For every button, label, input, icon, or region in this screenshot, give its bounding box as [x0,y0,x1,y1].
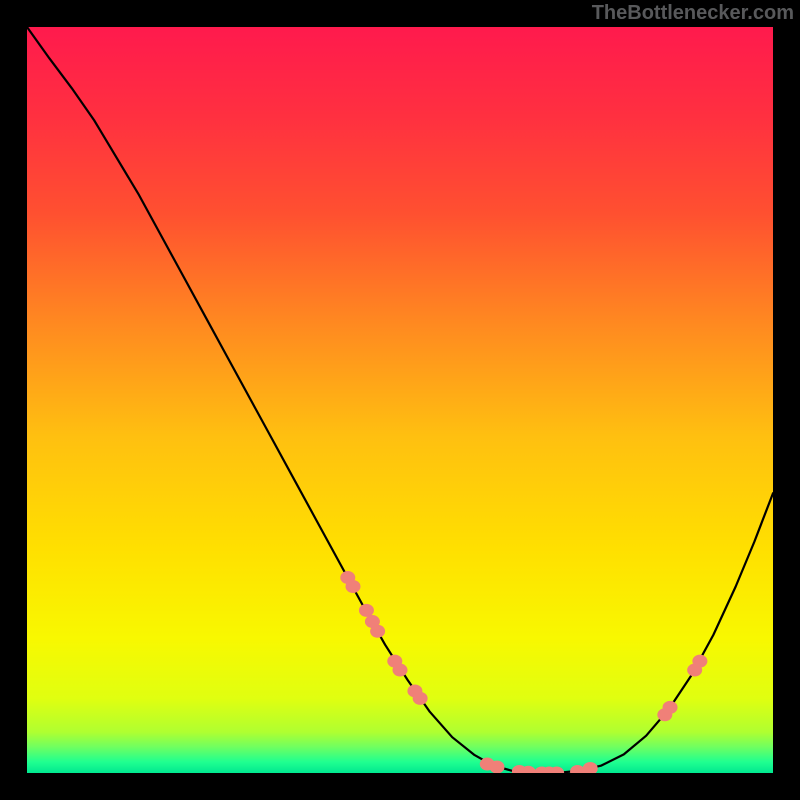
data-marker [583,762,598,775]
data-marker [521,766,536,779]
data-marker [489,761,504,774]
data-marker [346,580,361,593]
data-marker [359,604,374,617]
data-marker [393,664,408,677]
data-marker [549,767,564,780]
data-marker [663,701,678,714]
watermark-text: TheBottlenecker.com [592,2,794,25]
chart-container: TheBottlenecker.com [0,0,800,800]
data-marker [692,655,707,668]
data-marker [370,625,385,638]
chart-svg [0,0,800,800]
data-marker [413,692,428,705]
data-marker [570,765,585,778]
